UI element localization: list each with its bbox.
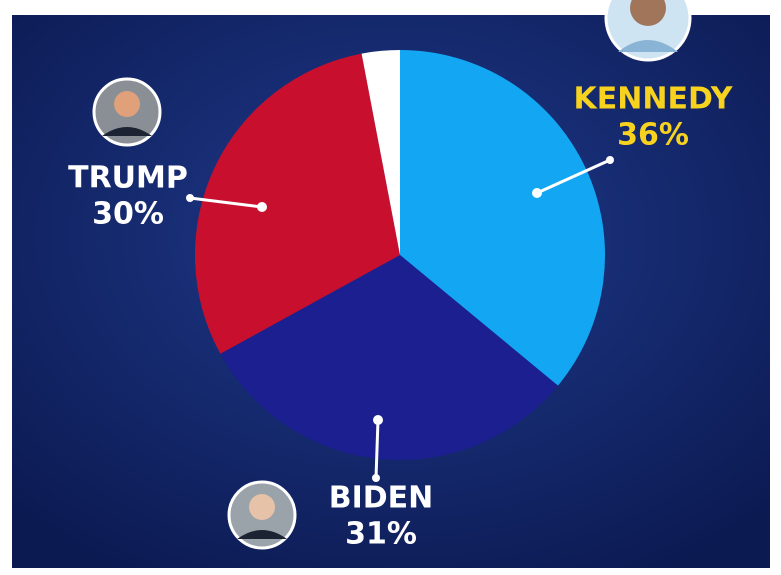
leader-line bbox=[189, 196, 263, 209]
leader-dot bbox=[532, 188, 542, 198]
leader-dot bbox=[373, 415, 383, 425]
portrait-kennedy bbox=[604, 0, 692, 62]
leader-line bbox=[374, 419, 380, 479]
portrait-biden bbox=[227, 480, 297, 550]
pie-slice bbox=[400, 50, 605, 386]
pie-slice bbox=[194, 53, 400, 354]
slice-name: BIDEN bbox=[329, 481, 434, 516]
portrait-trump bbox=[92, 77, 162, 147]
slice-name: KENNEDY bbox=[574, 82, 734, 117]
pie-slice bbox=[220, 255, 558, 460]
pie-slice bbox=[361, 50, 400, 255]
leader-dot bbox=[606, 156, 614, 164]
leader-dot bbox=[372, 474, 380, 482]
slice-value: 30% bbox=[92, 197, 164, 232]
slice-value: 36% bbox=[617, 118, 689, 153]
leader-dot bbox=[186, 194, 194, 202]
leader-line bbox=[536, 158, 611, 195]
leader-dot bbox=[257, 202, 267, 212]
slice-value: 31% bbox=[345, 517, 417, 552]
slice-name: TRUMP bbox=[68, 161, 188, 196]
